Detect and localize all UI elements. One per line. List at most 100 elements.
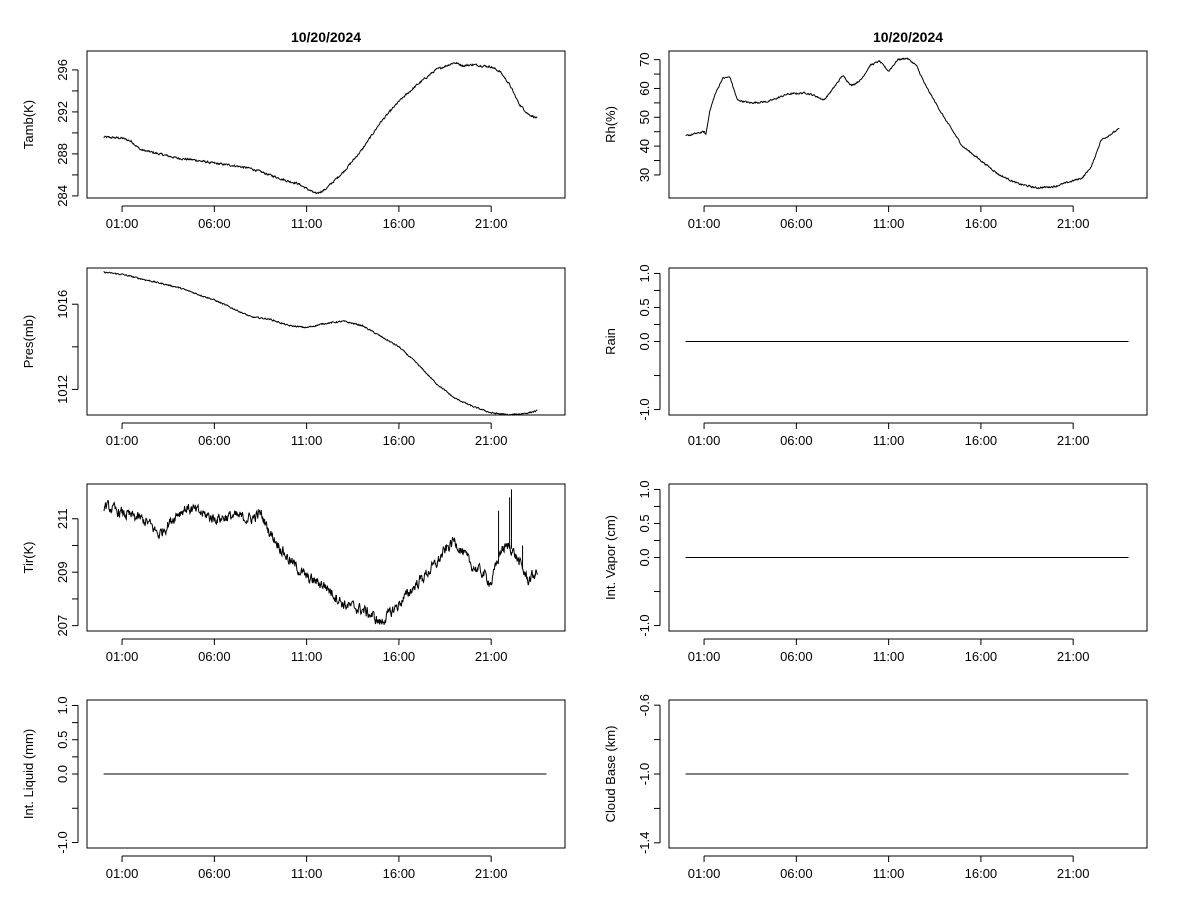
tir-y-tick-label: 209 [55,561,70,583]
rh-x-tick-label: 01:00 [688,216,721,231]
tir-y-tick-label: 207 [55,615,70,637]
tamb-plot-frame [86,50,566,199]
rh-panel: 10/20/2024 01:00 06:00 11:00 16:00 21:00 30 40 5… [603,29,1148,231]
liquid-x-tick-label: 11:00 [291,866,323,881]
vapor-x-tick-label: 01:00 [688,649,721,664]
liquid-y-tick-label: 1.0 [55,696,70,714]
rh-series-line [685,57,1120,190]
rh-x-tick-label: 06:00 [780,216,813,231]
tamb-x-tick-label: 16:00 [383,216,416,231]
rh-x-tick-label: 11:00 [873,216,905,231]
pres-x-tick-label: 16:00 [383,433,416,448]
cloudbase-x-tick-label: 16:00 [965,866,998,881]
cloudbase-x-tick-label: 11:00 [873,866,905,881]
tamb-series-line [103,61,538,195]
liquid-x-tick-label: 16:00 [383,866,416,881]
tir-x-tick-label: 06:00 [198,649,231,664]
pres-y-tick-label: 1016 [55,290,70,319]
tamb-x-tick-label: 11:00 [291,216,323,231]
cloudbase-panel: 01:00 06:00 11:00 16:00 21:00 -1.4 -1.0 -0.6 Clo… [603,694,1148,881]
tamb-x-tick-label: 06:00 [198,216,231,231]
pres-plot-frame [86,267,566,416]
liquid-panel: 01:00 06:00 11:00 16:00 21:00 -1.0 0.0 0.5 1.0 In… [21,696,566,881]
rain-y-axis-label: Rain [603,328,618,355]
rh-plot-frame [668,50,1148,199]
tamb-panel: 10/20/2024 01:00 06:00 11:00 16:00 21:00 284 28… [21,29,566,231]
cloudbase-x-tick-label: 01:00 [688,866,721,881]
liquid-y-tick-label: 0.0 [55,765,70,783]
tamb-y-tick-label: 296 [55,59,70,81]
vapor-plot-frame [668,483,1148,632]
rain-y-tick-label: 1.0 [637,264,652,282]
liquid-plot-frame [86,699,566,849]
rh-y-axis-label: Rh(%) [603,106,618,143]
pres-panel: 01:00 06:00 11:00 16:00 21:00 1012 1016 Pres(mb… [21,267,566,448]
rh-x-tick-label: 16:00 [965,216,998,231]
vapor-x-tick-label: 16:00 [965,649,998,664]
cloudbase-x-tick-label: 21:00 [1057,866,1090,881]
tamb-x-tick-label: 01:00 [106,216,139,231]
rain-plot-frame [668,267,1148,416]
rh-x-tick-label: 21:00 [1057,216,1090,231]
vapor-y-axis-label: Int. Vapor (cm) [603,515,618,600]
rain-x-tick-label: 16:00 [965,433,998,448]
rh-y-tick-label: 40 [637,139,652,153]
pres-x-tick-label: 21:00 [475,433,508,448]
vapor-x-tick-label: 11:00 [873,649,905,664]
vapor-y-tick-label: 0.5 [637,514,652,532]
tamb-y-tick-label: 292 [55,101,70,123]
tir-plot-frame [86,483,566,632]
rh-y-tick-label: 50 [637,110,652,124]
vapor-x-tick-label: 06:00 [780,649,813,664]
pres-x-tick-label: 06:00 [198,433,231,448]
pres-x-tick-label: 01:00 [106,433,139,448]
cloudbase-x-tick-label: 06:00 [780,866,813,881]
pres-y-axis-label: Pres(mb) [21,315,36,368]
tamb-y-tick-label: 284 [55,185,70,207]
rain-panel: 01:00 06:00 11:00 16:00 21:00 -1.0 0.0 0.5 1.0 Ra… [603,264,1148,448]
tamb-x-tick-label: 21:00 [475,216,508,231]
vapor-y-tick-label: 0.0 [637,548,652,566]
tir-x-tick-label: 21:00 [475,649,508,664]
liquid-x-tick-label: 21:00 [475,866,508,881]
tir-y-axis-label: Tir(K) [21,541,36,573]
tir-panel: 01:00 06:00 11:00 16:00 21:00 207 209 211 Tir(K) [21,483,566,664]
cloudbase-y-tick-label: -1.0 [637,763,652,785]
rh-title: 10/20/2024 [873,29,943,45]
liquid-y-axis-label: Int. Liquid (mm) [21,729,36,819]
liquid-x-tick-label: 01:00 [106,866,139,881]
rh-y-tick-label: 70 [637,52,652,66]
rh-y-tick-label: 60 [637,81,652,95]
tir-x-tick-label: 01:00 [106,649,139,664]
rain-y-tick-label: 0.0 [637,332,652,350]
rain-y-tick-label: 0.5 [637,298,652,316]
vapor-x-tick-label: 21:00 [1057,649,1090,664]
rh-y-tick-label: 30 [637,168,652,182]
vapor-y-tick-label: 1.0 [637,480,652,498]
vapor-y-tick-label: -1.0 [637,614,652,636]
tir-x-tick-label: 16:00 [383,649,416,664]
rain-y-tick-label: -1.0 [637,398,652,420]
tamb-title: 10/20/2024 [291,29,361,45]
pres-x-tick-label: 11:00 [291,433,323,448]
liquid-y-tick-label: 0.5 [55,731,70,749]
rain-x-tick-label: 01:00 [688,433,721,448]
tir-series-line [103,499,538,626]
vapor-panel: 01:00 06:00 11:00 16:00 21:00 -1.0 0.0 0.5 1.0 In… [603,480,1148,664]
rain-x-tick-label: 06:00 [780,433,813,448]
tir-y-tick-label: 211 [55,508,70,529]
liquid-x-tick-label: 06:00 [198,866,231,881]
rain-x-tick-label: 11:00 [873,433,905,448]
liquid-y-tick-label: -1.0 [55,831,70,853]
cloudbase-y-axis-label: Cloud Base (km) [603,726,618,823]
pres-y-tick-label: 1012 [55,375,70,404]
rain-x-tick-label: 21:00 [1057,433,1090,448]
tamb-y-tick-label: 288 [55,143,70,165]
cloudbase-y-tick-label: -0.6 [637,694,652,716]
tir-x-tick-label: 11:00 [291,649,323,664]
cloudbase-y-tick-label: -1.4 [637,832,652,854]
pres-series-line [103,270,538,416]
tamb-y-axis-label: Tamb(K) [21,100,36,149]
cloudbase-plot-frame [668,699,1148,849]
